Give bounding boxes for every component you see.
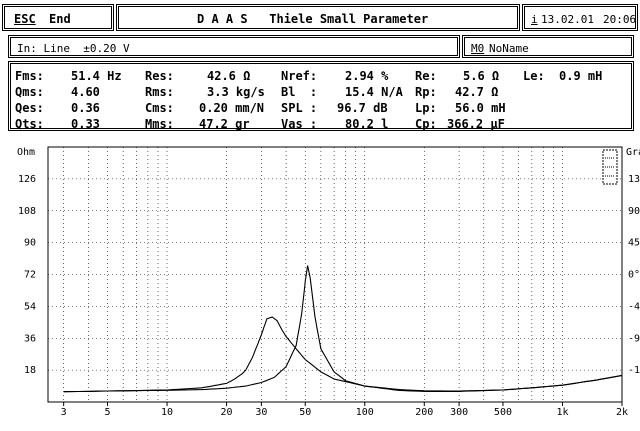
y-right-tick-label: -90° <box>628 333 640 344</box>
param-value: 2.94 % <box>345 69 389 83</box>
x-tick-label: 20 <box>221 407 233 418</box>
param-value: 47.2 gr <box>199 117 250 131</box>
param-name: Cms: <box>145 101 174 115</box>
y-right-tick-label: -45° <box>628 301 640 312</box>
x-tick-label: 1k <box>556 407 568 418</box>
x-tick-label: 500 <box>494 407 512 418</box>
plot-frame <box>47 146 623 403</box>
param-name: SPL : <box>281 101 318 115</box>
param-name: Qes: <box>15 101 44 115</box>
y-left-tick-label: 108 <box>18 206 36 217</box>
param-name: Fms: <box>15 69 44 83</box>
memory-box[interactable]: M0 NoName <box>462 35 634 58</box>
x-tick-label: 200 <box>415 407 433 418</box>
header-info-box[interactable]: i 13.02.01 20:06 <box>522 4 638 31</box>
header-title-box: D A A S Thiele Small Parameter <box>116 4 520 31</box>
y-right-tick-label: 90° <box>628 206 640 217</box>
y-right-tick-label: 135° <box>628 174 640 185</box>
scroll-arrow-icon[interactable] <box>602 149 618 185</box>
x-tick-label: 50 <box>299 407 311 418</box>
impedance-curve-2 <box>63 316 623 393</box>
time-label: 20:06 <box>603 13 637 26</box>
param-name: Mms: <box>145 117 174 131</box>
y-left-tick-label: 126 <box>18 174 36 185</box>
param-value: 51.4 Hz <box>71 69 122 83</box>
param-name: Le: <box>523 69 545 83</box>
memory-name: NoName <box>489 42 529 55</box>
param-name: Bl : <box>281 85 318 99</box>
x-tick-label: 5 <box>105 407 111 418</box>
param-value: 5.6 Ω <box>463 69 500 83</box>
param-value: 80.2 l <box>345 117 389 131</box>
page-title: D A A S Thiele Small Parameter <box>197 12 429 26</box>
x-tick-label: 30 <box>255 407 267 418</box>
param-value: 96.7 dB <box>337 101 388 115</box>
y-left-tick-label: 54 <box>24 301 36 312</box>
param-name: Qms: <box>15 85 44 99</box>
y-left-tick-label: 90 <box>24 238 36 249</box>
param-value: 15.4 N/A <box>345 85 403 99</box>
param-value: 4.60 <box>71 85 100 99</box>
param-name: Rp: <box>415 85 437 99</box>
y-right-tick-label: 0° <box>628 270 640 281</box>
parameter-panel: Fms: 51.4 Hz Res: 42.6 Ω Nref: 2.94 % Re… <box>8 61 634 131</box>
param-name: Cp: <box>415 117 437 131</box>
y-right-tick-label: 45° <box>628 238 640 249</box>
param-name: Lp: <box>415 101 437 115</box>
header-esc-box[interactable]: ESC End <box>2 4 114 31</box>
y-left-tick-label: 18 <box>24 365 36 376</box>
y-left-tick-label: 72 <box>24 270 36 281</box>
param-name: Vas : <box>281 117 318 131</box>
x-tick-label: 2k <box>616 407 628 418</box>
esc-key[interactable]: ESC <box>14 12 36 26</box>
param-value: 0.20 mm/N <box>199 101 265 115</box>
param-value: 0.9 mH <box>559 69 603 83</box>
chart-curves <box>63 265 623 393</box>
x-tick-label: 10 <box>161 407 173 418</box>
date-label: 13.02.01 <box>541 13 594 26</box>
param-value: 42.6 Ω <box>207 69 251 83</box>
y-right-axis-label: Grad <box>626 147 640 158</box>
param-value: 0.33 <box>71 117 100 131</box>
memory-key[interactable]: M0 <box>471 42 485 55</box>
y-left-tick-label: 36 <box>24 333 36 344</box>
chart-ticks: 3 5 10 20 30 50 100 200 300 500 1k 2k 18 36 54 72 90 108 1… <box>18 174 640 418</box>
param-name: Rms: <box>145 85 174 99</box>
param-value: 366.2 µF <box>447 117 505 131</box>
param-value: 56.0 mH <box>455 101 506 115</box>
param-value: 42.7 Ω <box>455 85 499 99</box>
param-value: 0.36 <box>71 101 100 115</box>
param-name: Res: <box>145 69 174 83</box>
param-name: Re: <box>415 69 437 83</box>
input-status-box: In: Line ±0.20 V <box>8 35 460 58</box>
y-left-axis-label: Ohm <box>17 147 35 158</box>
input-level-label: In: Line ±0.20 V <box>17 42 130 55</box>
x-tick-label: 3 <box>61 407 67 418</box>
param-name: Qts: <box>15 117 44 131</box>
param-name: Nref: <box>281 69 318 83</box>
x-tick-label: 100 <box>356 407 374 418</box>
y-right-tick-label: -135° <box>628 365 640 376</box>
chart-grid <box>48 147 622 402</box>
info-key[interactable]: i <box>531 13 538 26</box>
end-label: End <box>49 12 71 26</box>
x-tick-label: 300 <box>450 407 468 418</box>
param-value: 3.3 kg/s <box>207 85 265 99</box>
impedance-curve-1 <box>63 265 623 393</box>
